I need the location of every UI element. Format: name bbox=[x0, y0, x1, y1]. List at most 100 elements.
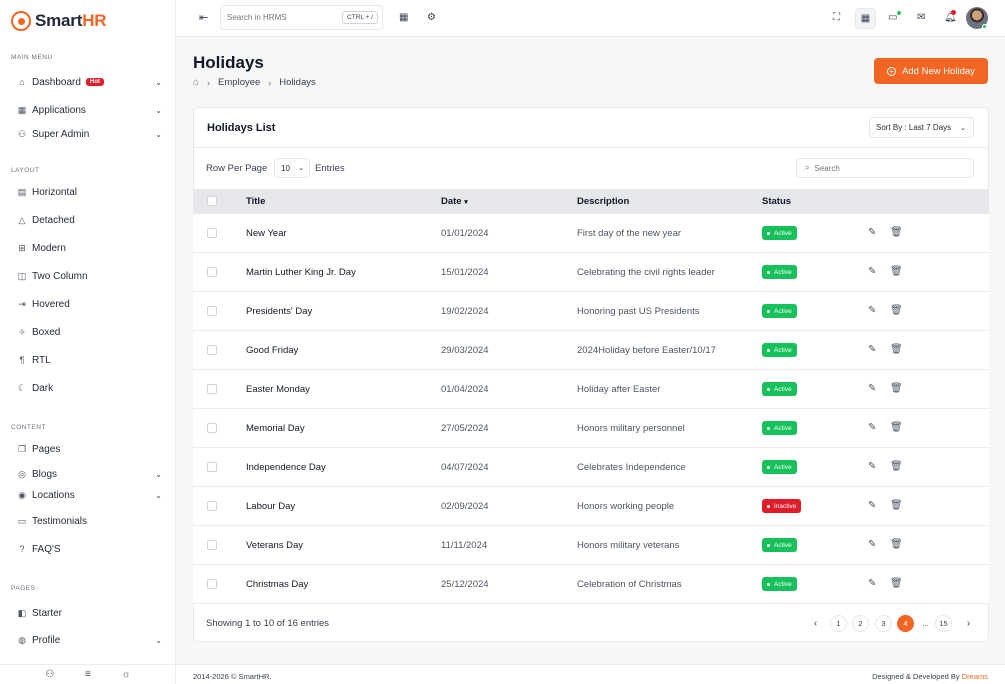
trash-icon[interactable]: 🗑︎ bbox=[890, 383, 903, 394]
sun-icon[interactable]: ☼ bbox=[121, 669, 131, 680]
page-15-button[interactable]: 15 bbox=[935, 615, 952, 632]
row-checkbox[interactable] bbox=[207, 267, 217, 277]
row-checkbox[interactable] bbox=[207, 306, 217, 316]
holiday-date: 04/07/2024 bbox=[441, 462, 489, 473]
home-icon[interactable]: ⌂ bbox=[193, 77, 200, 88]
sidebar-item-locations[interactable]: ◉ Locations ⌄ bbox=[17, 487, 162, 503]
sidebar-item-dark[interactable]: ☾ Dark bbox=[17, 380, 162, 396]
logo[interactable]: SmartHR bbox=[11, 10, 107, 32]
edit-icon[interactable]: ✎ bbox=[868, 305, 877, 316]
trash-icon[interactable]: 🗑︎ bbox=[890, 266, 903, 277]
holiday-date: 27/05/2024 bbox=[441, 423, 489, 434]
sidebar-item-horizontal[interactable]: ▤ Horizontal bbox=[17, 184, 162, 200]
holiday-title: Presidents' Day bbox=[246, 306, 313, 317]
row-checkbox[interactable] bbox=[207, 579, 217, 589]
edit-icon[interactable]: ✎ bbox=[868, 578, 877, 589]
sidebar-item-blogs[interactable]: ◎ Blogs ⌄ bbox=[17, 466, 162, 482]
fullscreen-icon[interactable]: ⛶ bbox=[833, 12, 840, 23]
sidebar-item-dashboard[interactable]: ⌂ Dashboard Hot ⌄ bbox=[17, 74, 162, 90]
layout-grid-icon[interactable]: ▦ bbox=[855, 8, 876, 29]
triangle-icon: △ bbox=[18, 214, 26, 225]
avatar[interactable] bbox=[966, 7, 988, 29]
page-1-button[interactable]: 1 bbox=[830, 615, 847, 632]
sidebar-item-testimonials[interactable]: ▭ Testimonials bbox=[17, 513, 162, 529]
next-page-icon[interactable]: › bbox=[960, 615, 977, 632]
trash-icon[interactable]: 🗑︎ bbox=[890, 539, 903, 550]
row-checkbox[interactable] bbox=[207, 423, 217, 433]
sidebar-item-modern[interactable]: ⊞ Modern bbox=[17, 240, 162, 256]
row-checkbox[interactable] bbox=[207, 540, 217, 550]
sidebar-item-label: Applications bbox=[32, 104, 86, 116]
trash-icon[interactable]: 🗑︎ bbox=[890, 305, 903, 316]
message-icon: ▭ bbox=[17, 515, 27, 526]
sidebar-item-faqs[interactable]: ? FAQ'S bbox=[17, 541, 162, 557]
trash-icon[interactable]: 🗑︎ bbox=[890, 227, 903, 238]
trash-icon[interactable]: 🗑︎ bbox=[890, 500, 903, 511]
sidebar-item-starter[interactable]: ◧ Starter bbox=[17, 605, 162, 621]
search-input[interactable] bbox=[227, 13, 339, 22]
sidebar-item-profile[interactable]: ◍ Profile ⌄ bbox=[17, 632, 162, 648]
select-all-checkbox[interactable] bbox=[207, 196, 217, 206]
sidebar-item-boxed[interactable]: ✧ Boxed bbox=[17, 324, 162, 340]
page-4-button[interactable]: 4 bbox=[897, 615, 914, 632]
table-search[interactable]: ⌕ bbox=[796, 158, 974, 178]
row-checkbox[interactable] bbox=[207, 462, 217, 472]
credit-brand-link[interactable]: Dreams bbox=[961, 672, 988, 681]
sidebar-item-pages[interactable]: ❐ Pages bbox=[17, 441, 162, 457]
edit-icon[interactable]: ✎ bbox=[868, 500, 877, 511]
edit-icon[interactable]: ✎ bbox=[868, 461, 877, 472]
sidebar-item-hovered[interactable]: ⇥ Hovered bbox=[17, 296, 162, 312]
page-3-button[interactable]: 3 bbox=[875, 615, 892, 632]
row-checkbox[interactable] bbox=[207, 345, 217, 355]
topbar: ⇤ CTRL + / ▦ ⚙ ⛶ ▦ ▭ ✉ 🔔︎ bbox=[176, 0, 1005, 37]
sidebar-item-super-admin[interactable]: ⚇ Super Admin ⌄ bbox=[17, 126, 162, 142]
trash-icon[interactable]: 🗑︎ bbox=[890, 578, 903, 589]
column-date[interactable]: Date ▾ bbox=[441, 196, 468, 207]
chevron-down-icon: ⌄ bbox=[155, 105, 162, 115]
table-search-input[interactable] bbox=[814, 163, 955, 173]
apps-grid-icon[interactable]: ▦ bbox=[399, 12, 409, 23]
column-title[interactable]: Title bbox=[246, 196, 266, 207]
edit-icon[interactable]: ✎ bbox=[868, 227, 877, 238]
edit-icon[interactable]: ✎ bbox=[868, 383, 877, 394]
rows-per-page-select[interactable]: 10 ⌄ bbox=[274, 158, 310, 178]
sidebar-item-detached[interactable]: △ Detached bbox=[17, 212, 162, 228]
status-badge: Active bbox=[762, 382, 797, 396]
page-2-button[interactable]: 2 bbox=[852, 615, 869, 632]
sidebar-item-label: Dark bbox=[32, 382, 54, 394]
trash-icon[interactable]: 🗑︎ bbox=[890, 461, 903, 472]
trash-icon[interactable]: 🗑︎ bbox=[890, 422, 903, 433]
edit-icon[interactable]: ✎ bbox=[868, 266, 877, 277]
edit-icon[interactable]: ✎ bbox=[868, 539, 877, 550]
breadcrumb-employee[interactable]: Employee bbox=[218, 77, 261, 88]
holiday-date: 01/04/2024 bbox=[441, 384, 489, 395]
edit-icon[interactable]: ✎ bbox=[868, 422, 877, 433]
holiday-title: New Year bbox=[246, 228, 287, 239]
chat-icon[interactable]: ▭ bbox=[888, 12, 898, 23]
logo-icon bbox=[11, 11, 31, 31]
settings-icon[interactable]: ⚙ bbox=[427, 12, 436, 23]
trash-icon[interactable]: 🗑︎ bbox=[890, 344, 903, 355]
sidebar-item-rtl[interactable]: ¶ RTL bbox=[17, 352, 162, 368]
add-new-holiday-button[interactable]: + Add New Holiday bbox=[874, 58, 988, 84]
sidebar-item-two-column[interactable]: ◫ Two Column bbox=[17, 268, 162, 284]
users-icon[interactable]: ⚇ bbox=[45, 669, 55, 680]
global-search[interactable]: CTRL + / bbox=[220, 5, 383, 30]
edit-icon[interactable]: ✎ bbox=[868, 344, 877, 355]
sidebar-item-applications[interactable]: ▦ Applications ⌄ bbox=[17, 102, 162, 118]
sidebar-item-label: Hovered bbox=[32, 298, 70, 310]
row-checkbox[interactable] bbox=[207, 228, 217, 238]
collapse-sidebar-icon[interactable]: ⇤ bbox=[199, 12, 209, 24]
starter-icon: ◧ bbox=[17, 607, 27, 618]
credit: Designed & Developed By Dreams bbox=[872, 672, 988, 681]
bell-icon[interactable]: 🔔︎ bbox=[944, 12, 957, 23]
column-description[interactable]: Description bbox=[577, 196, 630, 207]
list-icon[interactable]: ≡ bbox=[84, 669, 91, 680]
row-checkbox[interactable] bbox=[207, 384, 217, 394]
column-status[interactable]: Status bbox=[762, 196, 792, 207]
row-checkbox[interactable] bbox=[207, 501, 217, 511]
prev-page-icon[interactable]: ‹ bbox=[807, 615, 824, 632]
copyright: 2014-2026 © SmartHR. bbox=[193, 672, 272, 681]
mail-icon[interactable]: ✉ bbox=[917, 12, 926, 23]
sort-dropdown[interactable]: Sort By : Last 7 Days ⌄ bbox=[869, 117, 974, 138]
